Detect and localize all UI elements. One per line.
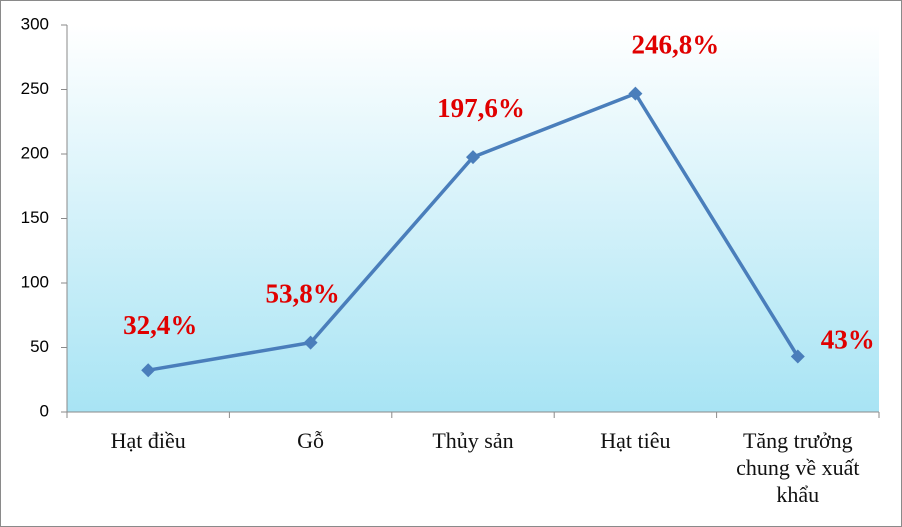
x-tick-label: Hạt tiêu <box>600 428 671 453</box>
marker <box>790 349 805 364</box>
value-label: 197,6% <box>437 93 525 123</box>
marker <box>303 335 318 350</box>
x-tick-label: Thủy sản <box>432 428 514 453</box>
value-label: 43% <box>821 325 875 355</box>
value-label: 246,8% <box>632 30 720 60</box>
y-tick-label: 250 <box>21 79 49 98</box>
x-tick-label: Tăng trưởng chung về xuất khẩu <box>736 428 860 507</box>
value-label: 32,4% <box>123 310 197 340</box>
marker <box>466 150 480 165</box>
y-tick-label: 50 <box>30 337 49 356</box>
x-tick-label: Hạt điều <box>110 428 186 453</box>
marker <box>141 363 156 378</box>
y-tick-label: 0 <box>40 401 49 420</box>
y-tick-label: 150 <box>21 208 49 227</box>
y-tick-label: 200 <box>21 143 49 162</box>
plot-area <box>67 25 879 412</box>
x-tick-label: Gỗ <box>297 428 325 453</box>
value-label: 53,8% <box>265 279 339 309</box>
y-tick-label: 300 <box>21 14 49 33</box>
marker <box>628 86 643 101</box>
y-tick-label: 100 <box>21 272 49 291</box>
